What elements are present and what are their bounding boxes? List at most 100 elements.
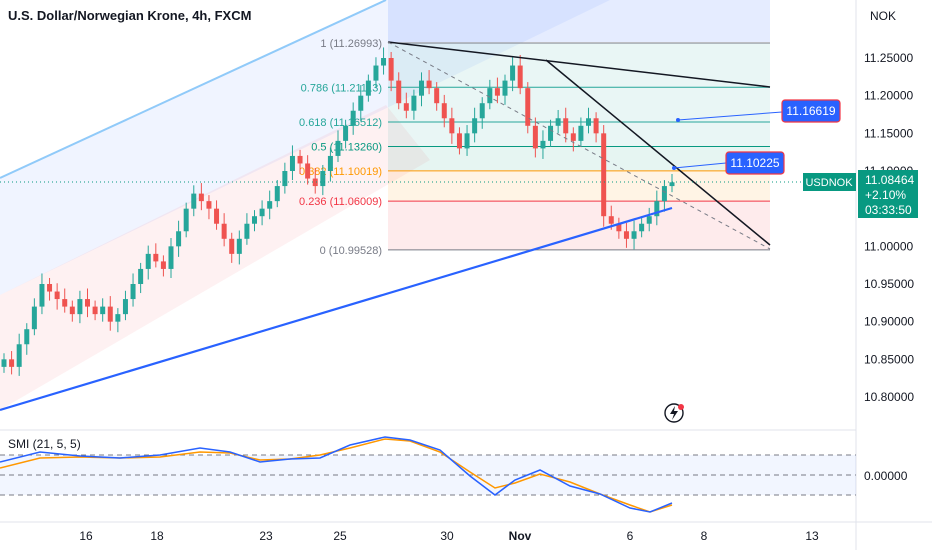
candle-body bbox=[236, 238, 242, 254]
callout-2[interactable]: 11.10225 bbox=[725, 151, 785, 175]
candle-body bbox=[548, 125, 554, 141]
candle-body bbox=[419, 80, 424, 96]
candle-body bbox=[502, 80, 508, 96]
lightning-icon[interactable] bbox=[664, 403, 684, 423]
channel-upper-fill bbox=[0, 0, 610, 295]
candle-body bbox=[176, 231, 182, 247]
time-tick-label: 6 bbox=[627, 529, 634, 543]
candle-body bbox=[601, 133, 607, 217]
candle-body bbox=[39, 284, 45, 307]
candle-body bbox=[138, 268, 144, 284]
candle-body bbox=[221, 223, 227, 239]
fib-level-label: 0.786 (11.21113) bbox=[301, 82, 382, 94]
candle-body bbox=[77, 299, 83, 315]
callout-1[interactable]: 11.16619 bbox=[781, 99, 841, 123]
price-tag-change: +2.10% bbox=[865, 188, 906, 202]
price-tick-label: 11.20000 bbox=[864, 89, 913, 103]
candle-body bbox=[92, 306, 98, 315]
fib-level-label: 0.382 (11.10019) bbox=[299, 166, 382, 178]
candle-body bbox=[252, 216, 257, 224]
price-tag-price: 11.08464 bbox=[865, 173, 914, 187]
candle-body bbox=[403, 103, 409, 111]
time-tick-label: 16 bbox=[79, 529, 93, 543]
candle-body bbox=[464, 133, 470, 149]
price-tag-symbol: USDNOK bbox=[805, 177, 853, 189]
candle-body bbox=[69, 306, 75, 315]
candle-body bbox=[16, 344, 22, 367]
callout-leader-2 bbox=[673, 162, 727, 169]
candle-body bbox=[510, 65, 516, 81]
candle-body bbox=[153, 253, 159, 262]
candle-body bbox=[593, 118, 599, 134]
candle-body bbox=[411, 95, 417, 111]
candle-body bbox=[320, 171, 326, 187]
fib-level-label: 1 (11.26993) bbox=[320, 38, 382, 50]
candle-body bbox=[24, 329, 30, 345]
candle-body bbox=[358, 95, 364, 111]
candle-body bbox=[365, 80, 371, 96]
time-axis[interactable]: 16 18 23 25 30 Nov 6 8 13 bbox=[79, 529, 819, 543]
candle-body bbox=[532, 125, 538, 149]
candle-body bbox=[426, 80, 432, 89]
price-tick-label: 11.00000 bbox=[864, 239, 913, 253]
fib-zone bbox=[388, 170, 770, 202]
time-tick-label: 30 bbox=[440, 529, 454, 543]
candle-body bbox=[297, 155, 303, 164]
candle-body bbox=[244, 223, 250, 239]
indicator-label[interactable]: SMI (21, 5, 5) bbox=[8, 437, 81, 451]
price-axis[interactable]: 11.2500011.2000011.1500011.1000011.05000… bbox=[864, 51, 914, 404]
candle-body bbox=[145, 253, 151, 269]
price-tick-label: 10.80000 bbox=[864, 390, 914, 404]
candle-body bbox=[47, 284, 53, 292]
price-tick-label: 10.90000 bbox=[864, 315, 914, 329]
candle-body bbox=[350, 110, 356, 126]
candle-body bbox=[472, 118, 478, 134]
callout-anchor-1 bbox=[676, 118, 680, 122]
candle-body bbox=[654, 201, 660, 217]
candle-body bbox=[494, 88, 500, 96]
candle-body bbox=[661, 186, 667, 202]
candle-body bbox=[578, 125, 584, 141]
fib-level-label: 0.5 (11.13260) bbox=[311, 141, 382, 153]
candle-body bbox=[434, 88, 440, 104]
candle-body bbox=[206, 201, 212, 209]
resistance-trendline-2[interactable] bbox=[545, 59, 771, 246]
candle-body bbox=[289, 155, 295, 171]
last-price-tag: USDNOK 11.08464 +2.10% 03:33:50 bbox=[803, 170, 918, 218]
candle-body bbox=[274, 186, 280, 202]
candle-body bbox=[9, 359, 15, 367]
candle-body bbox=[31, 306, 37, 330]
candle-body bbox=[183, 208, 189, 232]
price-tag-countdown: 03:33:50 bbox=[865, 203, 912, 217]
candle-body bbox=[396, 80, 402, 104]
candle-body bbox=[373, 65, 379, 81]
indicator-zero-tick: 0.00000 bbox=[864, 469, 908, 483]
candle-body bbox=[517, 65, 523, 89]
candle-body bbox=[282, 171, 288, 187]
candle-body bbox=[631, 231, 637, 239]
candle-body bbox=[623, 231, 629, 239]
candle-body bbox=[122, 299, 128, 315]
time-tick-label: 8 bbox=[701, 529, 708, 543]
callout-1-text: 11.16619 bbox=[786, 104, 835, 118]
candle-body bbox=[586, 118, 591, 126]
candle-body bbox=[160, 261, 166, 269]
candle-body bbox=[335, 140, 341, 156]
fib-zone bbox=[388, 146, 770, 171]
resistance-trendline-1[interactable] bbox=[387, 41, 771, 88]
candlestick-series bbox=[1, 47, 675, 376]
smi-signal-line bbox=[0, 438, 673, 513]
candle-body bbox=[540, 140, 546, 149]
support-trendline[interactable] bbox=[0, 206, 673, 412]
callout-leader-1 bbox=[677, 111, 783, 121]
fib-top-box bbox=[388, 0, 770, 42]
time-tick-label: 13 bbox=[805, 529, 819, 543]
candle-body bbox=[487, 88, 493, 104]
callout-2-text: 11.10225 bbox=[730, 156, 779, 170]
candle-body bbox=[191, 193, 197, 209]
candle-body bbox=[229, 238, 235, 254]
candle-body bbox=[130, 284, 136, 300]
time-tick-label: 18 bbox=[150, 529, 164, 543]
candle-body bbox=[563, 118, 569, 134]
